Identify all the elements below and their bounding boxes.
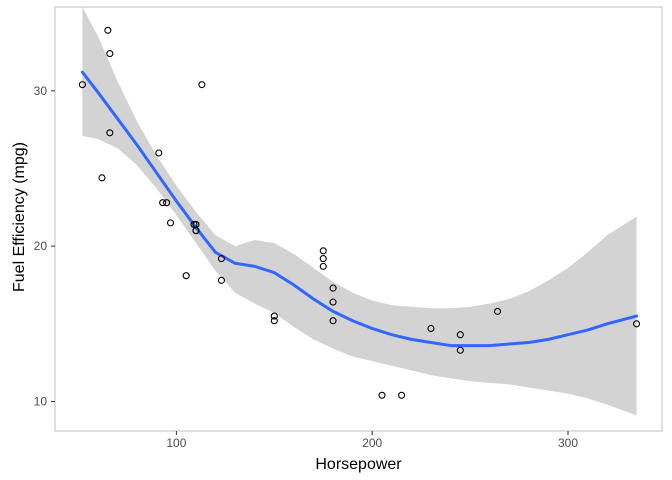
data-point — [319, 255, 327, 263]
confidence-band — [82, 7, 637, 416]
data-point — [98, 174, 106, 182]
data-point — [456, 346, 464, 354]
data-point — [190, 220, 198, 228]
data-point — [163, 199, 171, 207]
data-point — [155, 149, 163, 157]
data-point — [319, 262, 327, 270]
data-point — [493, 307, 502, 315]
data-point — [106, 129, 114, 137]
y-tick-label: 20 — [34, 239, 48, 253]
data-point — [270, 312, 278, 320]
data-point — [329, 284, 337, 292]
data-point — [104, 26, 112, 34]
data-point — [378, 391, 386, 399]
data-point — [166, 219, 175, 227]
x-tick-label: 200 — [362, 436, 382, 450]
panel-border — [54, 6, 663, 432]
data-point — [427, 324, 435, 333]
x-tick-label: 100 — [166, 436, 186, 450]
x-axis-ticks: 100 200 300 — [166, 431, 578, 450]
data-point — [398, 391, 406, 399]
data-point — [159, 199, 167, 207]
data-point — [456, 331, 464, 339]
data-point — [78, 81, 86, 89]
confidence-band-area — [82, 7, 637, 416]
y-tick-label: 10 — [34, 394, 48, 408]
data-point — [329, 317, 337, 325]
y-axis-title: Fuel Efficiency (mpg) — [11, 142, 28, 292]
data-point — [182, 272, 190, 280]
x-axis-title: Horsepower — [315, 456, 402, 473]
data-point — [217, 255, 225, 263]
y-axis-ticks: 10 20 30 — [34, 84, 55, 408]
x-tick-label: 300 — [558, 436, 578, 450]
data-point — [217, 276, 225, 284]
data-point — [106, 50, 114, 58]
data-point — [632, 320, 641, 328]
data-points — [78, 26, 641, 399]
data-point — [192, 227, 200, 235]
trend-line — [80, 70, 639, 348]
y-tick-label: 30 — [34, 84, 48, 98]
data-point — [319, 247, 327, 255]
data-point — [198, 81, 206, 89]
data-point — [329, 298, 337, 306]
trend-line-layer — [80, 70, 639, 348]
data-point — [270, 317, 278, 325]
